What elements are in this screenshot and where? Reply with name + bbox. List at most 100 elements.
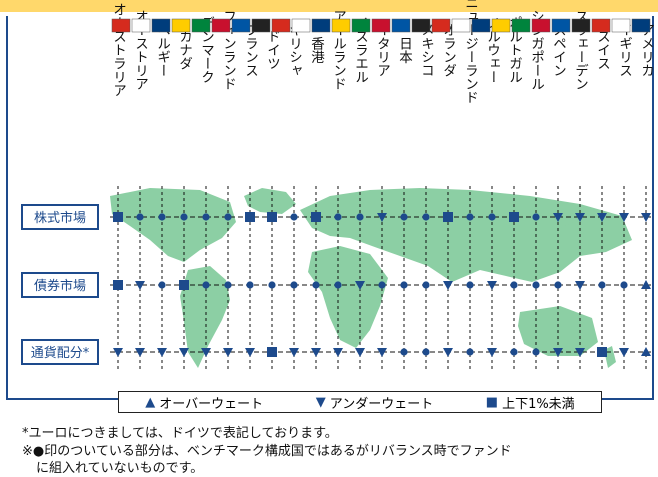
- footnote-dot-cont: に組入れていないものです。: [36, 461, 204, 476]
- flag-icon: [591, 18, 611, 33]
- flag-icon: [251, 18, 271, 33]
- marker-square: [311, 212, 321, 222]
- country-label: デンマーク: [198, 16, 214, 84]
- legend-label-overweight: オーバーウェート: [159, 396, 264, 412]
- marker-square: [267, 212, 277, 222]
- marker-square: [113, 212, 123, 222]
- marker-down: [333, 348, 343, 357]
- down-triangle-icon: ▼: [315, 394, 326, 410]
- marker-square: [443, 212, 453, 222]
- marker-dot: [224, 281, 232, 289]
- country-label: ポルトガル: [506, 16, 522, 84]
- markers: [113, 212, 651, 357]
- marker-dot: [378, 281, 386, 289]
- marker-square: [509, 212, 519, 222]
- marker-dot: [422, 281, 430, 289]
- flag-icon: [451, 18, 471, 33]
- country-label: 香港: [308, 36, 325, 64]
- marker-down: [355, 348, 365, 357]
- marker-dot: [554, 281, 562, 289]
- marker-up: [641, 280, 651, 289]
- flag-icon: [611, 18, 631, 33]
- flag-icon: [291, 18, 311, 33]
- marker-square: [113, 280, 123, 290]
- marker-dot: [532, 213, 540, 221]
- marker-down: [135, 348, 145, 357]
- marker-down: [179, 348, 189, 357]
- marker-down: [619, 213, 629, 222]
- flag-icon: [191, 18, 211, 33]
- marker-down: [619, 348, 629, 357]
- country-label: ギリシャ: [286, 23, 302, 77]
- marker-down: [377, 348, 387, 357]
- legend-item-within-1pct: ■ 上下1%未満: [486, 393, 575, 412]
- up-triangle-icon: ▲: [145, 394, 156, 410]
- row-label: 通貨配分*: [31, 345, 90, 361]
- country-label: スペイン: [550, 23, 567, 77]
- marker-down: [443, 281, 453, 290]
- flag-icon: [371, 18, 391, 33]
- flag-icon: [231, 18, 251, 33]
- marker-dot: [400, 348, 408, 356]
- legend-label-within-1pct: 上下1%未満: [502, 396, 575, 412]
- country-labels: オーストラリア オーストリア ベルギー カナダ デンマーク フィンランド フランス ドイツ ギリ…: [110, 0, 654, 104]
- flag-icon: [511, 18, 531, 33]
- row-label-box: [21, 272, 99, 298]
- flag-icon: [571, 18, 591, 33]
- country-label: フランス: [242, 23, 258, 77]
- country-label: ベルギー: [154, 23, 171, 77]
- marker-dot: [334, 213, 342, 221]
- marker-down: [377, 213, 387, 222]
- marker-dot: [334, 281, 342, 289]
- marker-down: [245, 348, 255, 357]
- marker-down: [575, 348, 585, 357]
- marker-down: [223, 348, 233, 357]
- marker-dot: [532, 281, 540, 289]
- flag-icon: [491, 18, 511, 33]
- marker-dot: [246, 281, 254, 289]
- marker-down: [355, 281, 365, 290]
- marker-down: [487, 348, 497, 357]
- legend: ▲ オーバーウェート ▼ アンダーウェート ■ 上下1%未満: [118, 391, 602, 413]
- marker-dot: [510, 281, 518, 289]
- world-map-image: [110, 188, 632, 368]
- country-label: スイス: [594, 30, 610, 71]
- marker-dot: [466, 348, 474, 356]
- marker-dot: [224, 213, 232, 221]
- country-label: カナダ: [176, 30, 192, 71]
- marker-dot: [356, 213, 364, 221]
- row-label: 株式市場: [34, 210, 86, 226]
- marker-down: [135, 281, 145, 290]
- country-label: アメリカ: [638, 23, 654, 77]
- marker-down: [641, 213, 651, 222]
- marker-dot: [532, 348, 540, 356]
- footnote-dot: ※●印のついている部分は、ベンチマーク構成国ではあるがリバランス時でファンド: [22, 444, 512, 459]
- marker-dot: [400, 213, 408, 221]
- weight-chart: オーストラリア オーストリア ベルギー カナダ デンマーク フィンランド フランス ドイツ ギリ…: [21, 0, 654, 372]
- marker-down: [575, 281, 585, 290]
- marker-dot: [466, 213, 474, 221]
- marker-dot: [158, 281, 166, 289]
- country-label: イスラエル: [352, 16, 368, 84]
- marker-dot: [422, 213, 430, 221]
- marker-down: [201, 348, 211, 357]
- country-label: ドイツ: [264, 30, 280, 71]
- flag-icon: [631, 18, 651, 33]
- marker-dot: [158, 213, 166, 221]
- country-label: イタリア: [374, 23, 390, 77]
- marker-down: [113, 348, 123, 357]
- square-icon: ■: [485, 394, 499, 410]
- footnote-euro: *ユーロにつきましては、ドイツで表記しております。: [22, 426, 338, 441]
- country-label: メキシコ: [418, 23, 434, 77]
- marker-down: [575, 213, 585, 222]
- marker-dot: [290, 213, 298, 221]
- marker-dot: [202, 281, 210, 289]
- flag-icon: [151, 18, 171, 33]
- country-label: オランダ: [440, 23, 456, 77]
- marker-dot: [488, 213, 496, 221]
- flag-icon: [531, 18, 551, 33]
- row-label: 債券市場: [34, 278, 86, 294]
- marker-down: [487, 281, 497, 290]
- flag-icon: [211, 18, 231, 33]
